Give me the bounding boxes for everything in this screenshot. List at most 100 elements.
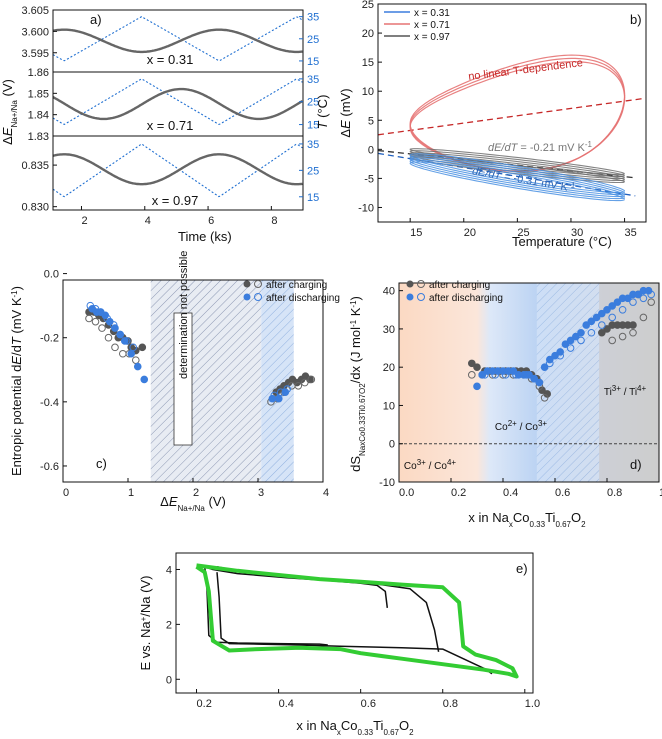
data-point (618, 305, 627, 314)
ytick-label: 1.84 (28, 110, 49, 122)
data-point (491, 371, 500, 379)
loop-x031-cycle (409, 161, 626, 202)
voltage-curve-3 (52, 153, 303, 186)
ytick-label: 0.835 (21, 160, 49, 172)
data-point (122, 337, 131, 345)
data-point (127, 349, 136, 358)
xtick-label: 0.2 (451, 487, 466, 499)
xtick-label: 0 (63, 487, 69, 499)
legend-entry: x = 0.71 (414, 20, 450, 31)
data-point (530, 374, 539, 383)
data-point (592, 313, 601, 322)
ytick-label: 1.83 (28, 131, 49, 143)
loop-x071-cycle (409, 54, 626, 172)
region-label: Co3+ / Co4+ (404, 458, 456, 473)
ytick-label: 15 (362, 57, 374, 69)
loop-x031-cycle (409, 159, 626, 200)
ytick-label: -10 (379, 477, 395, 489)
subplot-frame-3 (52, 135, 304, 211)
data-point (96, 308, 105, 316)
data-point (608, 302, 617, 310)
ytick-label: 0.0 (44, 269, 59, 281)
data-point (276, 388, 285, 397)
ytick-label: -5 (364, 173, 374, 185)
xtick-label: 25 (517, 227, 529, 239)
data-point (582, 321, 591, 329)
data-point (603, 305, 611, 314)
data-point (509, 367, 518, 375)
loop-x097-cycle (409, 148, 625, 175)
data-point (577, 328, 585, 337)
legend-marker (254, 280, 262, 288)
ytick-label: 0 (166, 674, 172, 686)
data-point (540, 363, 549, 371)
temp-tick-label: 25 (307, 34, 319, 46)
legend-marker (254, 293, 262, 301)
panel-e: 0.2 0.4 0.6 0.8 1.0 0 2 4 e) x in NaxCo0.33Ti0.67… (138, 552, 540, 737)
ytick-label: 10 (362, 86, 374, 98)
xtick-label: 0.6 (555, 487, 570, 499)
data-point (572, 332, 580, 341)
loop-x097-cycle (409, 150, 626, 177)
subpanel-label: x = 0.97 (152, 193, 199, 208)
xtick-label: 0.8 (443, 698, 458, 710)
data-point (535, 378, 544, 387)
data-point (120, 337, 129, 345)
data-point (104, 333, 113, 342)
y-axis-label: ΔENa+/Na (V) (0, 79, 19, 145)
ytick-label: 1.85 (28, 88, 49, 100)
data-point (556, 348, 565, 356)
xtick-label: 8 (271, 215, 277, 227)
xtick-label: 2 (81, 215, 87, 227)
data-point (473, 382, 481, 391)
data-point (85, 314, 93, 323)
legend-marker (417, 293, 425, 301)
subpanel-label: x = 0.31 (147, 52, 194, 67)
data-point (639, 294, 648, 303)
xtick-label: 2 (193, 487, 199, 499)
xtick-label: 0.8 (607, 487, 622, 499)
y-axis-label: E vs. Na+/Na (V) (138, 576, 153, 671)
ytick-label: 20 (362, 28, 374, 40)
data-point (647, 298, 656, 306)
subpanel-label: x = 0.71 (147, 118, 194, 133)
legend-marker (243, 280, 251, 288)
xtick-label: 0.6 (361, 698, 376, 710)
x-axis-label: ΔENa+/Na (V) (160, 494, 226, 513)
legend-entry: x = 0.31 (414, 8, 450, 19)
temp-tick-label: 35 (307, 139, 319, 151)
plot-frame (175, 552, 534, 694)
data-point (613, 298, 622, 306)
voltage-curve-2 (52, 87, 303, 121)
ytick-label: 4 (166, 564, 172, 576)
xtick-label: 1 (128, 487, 134, 499)
data-point (91, 317, 100, 326)
panel-a: 3.595 3.600 3.605 15 25 35 x = 0.31 1.83 1.84 1.8… (0, 5, 330, 244)
data-point (478, 371, 487, 379)
data-point (644, 286, 653, 295)
xtick-label: 20 (464, 227, 476, 239)
data-point (629, 321, 637, 329)
temp-tick-label: 35 (307, 74, 319, 86)
data-point (629, 328, 637, 337)
x-axis-label: Time (ks) (178, 229, 232, 244)
legend-entry: x = 0.97 (414, 32, 450, 43)
panel-label: a) (90, 12, 102, 27)
temp-tick-label: 35 (307, 12, 319, 24)
data-point (111, 343, 119, 352)
xtick-label: 30 (571, 227, 583, 239)
data-point (566, 344, 575, 352)
hatched-region (536, 283, 600, 482)
data-point (140, 375, 149, 384)
legend-entry: after discharging (266, 293, 340, 304)
panel-label: b) (630, 12, 642, 27)
data-point (283, 385, 292, 393)
legend-entry: after charging (266, 280, 327, 291)
data-point (587, 317, 596, 326)
loop-x031-cycle (409, 155, 626, 196)
panel-c: 0 1 2 3 4 -0.6 -0.4 -0.2 0.0 after charging after … (9, 251, 340, 513)
data-point (138, 343, 147, 352)
data-point (512, 371, 520, 379)
data-point (624, 294, 632, 303)
